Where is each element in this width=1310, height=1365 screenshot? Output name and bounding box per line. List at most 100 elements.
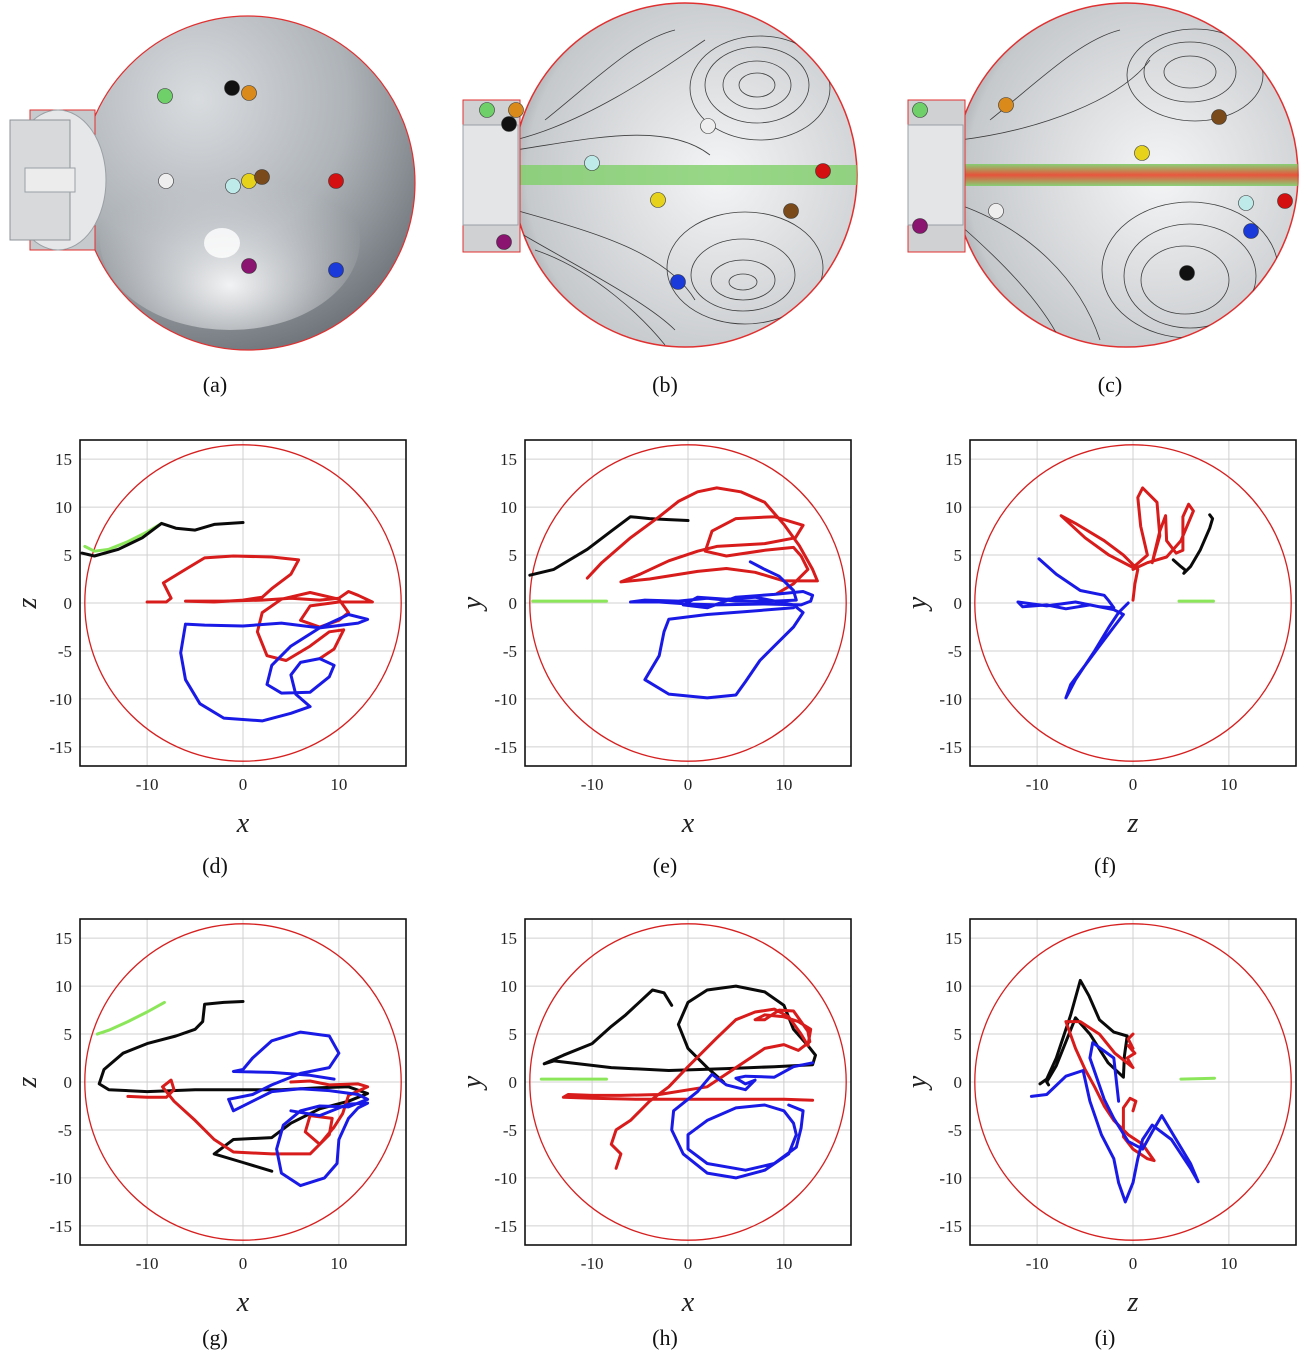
particle-red [1277, 193, 1293, 209]
x-tick-label: 10 [1220, 775, 1237, 794]
particle-purple [241, 258, 257, 274]
y-tick-label: 15 [55, 450, 72, 469]
y-tick-label: -15 [494, 738, 517, 757]
trajectory-green [1179, 1076, 1216, 1081]
y-tick-label: -5 [948, 1121, 962, 1140]
x-tick-label: 10 [330, 1254, 347, 1273]
y-tick-label: -15 [494, 1217, 517, 1236]
particle-cyan [1238, 195, 1254, 211]
y-tick-label: -10 [939, 1169, 962, 1188]
y-tick-label: -5 [948, 642, 962, 661]
plot-g: -10 0 10 15 10 5 0 -5 -10 -15 x z (g) [0, 907, 420, 1362]
trajectory-green [95, 1000, 166, 1036]
axes-box [79, 439, 407, 767]
trajectory-blue [1029, 1041, 1200, 1204]
streamline-view-b [462, 2, 858, 348]
x-tick-label: 10 [330, 775, 347, 794]
trajectory-blue [629, 560, 815, 700]
y-axis-label: y [457, 1075, 488, 1091]
y-tick-label: 10 [500, 977, 517, 996]
plot-f: -10 0 10 15 10 5 0 -5 -10 -15 z y (f) [890, 428, 1310, 883]
trajectory-red [1059, 486, 1195, 602]
y-tick-label: -5 [58, 642, 72, 661]
trajectory-black [80, 521, 245, 558]
x-axis-label: x [236, 808, 250, 839]
plot-d: -10 0 10 15 10 5 0 -5 -10 -15 x z (d) [0, 428, 420, 883]
particle-yellow [241, 173, 257, 189]
particle-orange [241, 85, 257, 101]
y-tick-label: 0 [954, 1073, 963, 1092]
y-tick-label: 10 [945, 498, 962, 517]
y-axis-label: y [902, 596, 933, 612]
y-tick-label: 0 [509, 1073, 518, 1092]
caption-g: (g) [202, 1325, 228, 1350]
axes-box [524, 918, 852, 1246]
y-tick-label: 5 [954, 546, 963, 565]
trajectory-red [126, 1078, 370, 1156]
streamline-view-c [907, 2, 1299, 348]
caption-a: (a) [202, 372, 228, 397]
axes-box [524, 439, 852, 767]
particle-red [328, 173, 344, 189]
trajectory-black [528, 515, 690, 577]
caption-f: (f) [1094, 853, 1116, 878]
particle-cyan [584, 155, 600, 171]
x-axis-label: z [1127, 808, 1139, 839]
plot-i-svg: -10 0 10 15 10 5 0 -5 -10 -15 z y [902, 918, 1297, 1318]
plot-g-svg: -10 0 10 15 10 5 0 -5 -10 -15 x z [12, 918, 407, 1318]
plot-h: -10 0 10 15 10 5 0 -5 -10 -15 x y (h) [445, 907, 865, 1362]
particle-green [157, 88, 173, 104]
y-tick-label: 10 [945, 977, 962, 996]
x-tick-label: 10 [775, 1254, 792, 1273]
particle-purple [496, 234, 512, 250]
figure-b: (b) [445, 0, 865, 410]
x-tick-label: 0 [684, 775, 693, 794]
caption-d: (d) [202, 853, 228, 878]
x-tick-label: -10 [136, 775, 159, 794]
x-tick-label: 0 [1129, 1254, 1138, 1273]
y-tick-label: 15 [500, 450, 517, 469]
plot-i: -10 0 10 15 10 5 0 -5 -10 -15 z y (i) [890, 907, 1310, 1362]
trajectory-red [561, 1007, 815, 1170]
x-tick-label: -10 [1026, 775, 1049, 794]
particle-white [158, 173, 174, 189]
y-tick-label: -15 [939, 738, 962, 757]
plot-e-svg: -10 0 10 15 10 5 0 -5 -10 -15 x y [457, 439, 852, 839]
trajectory-blue [179, 613, 370, 723]
y-tick-label: 15 [945, 929, 962, 948]
caption-b: (b) [652, 372, 678, 397]
caption-h: (h) [652, 1325, 678, 1350]
particle-black [501, 116, 517, 132]
particle-blue [328, 262, 344, 278]
y-axis-label: z [12, 597, 43, 609]
axes-box [969, 918, 1297, 1246]
x-tick-label: 0 [239, 775, 248, 794]
sphere-view-a [9, 15, 416, 351]
axes-box [969, 439, 1297, 767]
x-tick-label: -10 [1026, 1254, 1049, 1273]
trajectory-red [145, 554, 374, 662]
particle-cyan [225, 178, 241, 194]
particle-green [479, 102, 495, 118]
y-tick-label: -15 [49, 1217, 72, 1236]
boundary-circle [84, 444, 402, 762]
x-axis-label: x [681, 808, 695, 839]
boundary-circle [974, 444, 1292, 762]
trajectory-blue [227, 1030, 370, 1188]
y-tick-label: 15 [55, 929, 72, 948]
plot-d-svg: -10 0 10 15 10 5 0 -5 -10 -15 x z [12, 439, 407, 839]
y-tick-label: -10 [49, 1169, 72, 1188]
particle-blue [1243, 223, 1259, 239]
y-tick-label: 5 [954, 1025, 963, 1044]
y-tick-label: 15 [500, 929, 517, 948]
y-tick-label: 15 [945, 450, 962, 469]
plot-f-svg: -10 0 10 15 10 5 0 -5 -10 -15 z y [902, 439, 1297, 839]
particle-black [1179, 265, 1195, 281]
particle-orange [998, 97, 1014, 113]
particle-yellow [650, 192, 666, 208]
trajectory-black [97, 1000, 370, 1173]
y-tick-label: 10 [500, 498, 517, 517]
plot-h-svg: -10 0 10 15 10 5 0 -5 -10 -15 x y [457, 918, 852, 1318]
boundary-circle [529, 923, 847, 1241]
particle-white [700, 118, 716, 134]
